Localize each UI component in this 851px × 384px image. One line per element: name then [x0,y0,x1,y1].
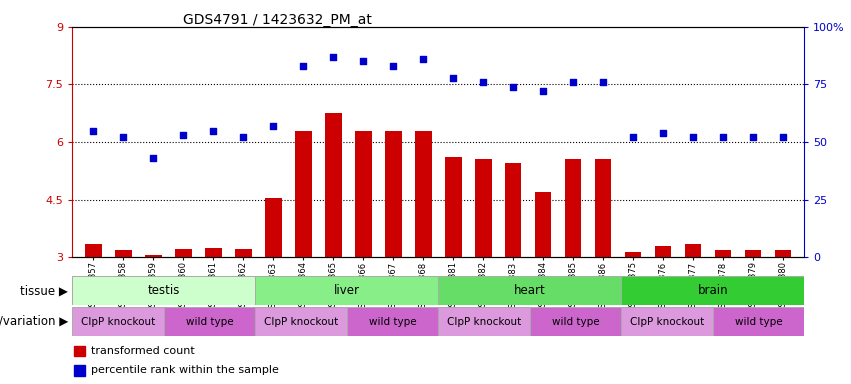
Bar [385,131,402,257]
Bar [74,346,85,356]
Point [237,134,250,141]
Bar [295,131,311,257]
Bar [265,198,282,257]
Text: brain: brain [698,285,728,297]
Bar [415,131,431,257]
Text: ClpP knockout: ClpP knockout [81,316,155,327]
Text: percentile rank within the sample: percentile rank within the sample [90,365,278,375]
Point [477,79,490,85]
Text: wild type: wild type [186,316,233,327]
Bar [655,246,671,257]
Text: GDS4791 / 1423632_PM_at: GDS4791 / 1423632_PM_at [183,13,372,27]
Point [597,79,610,85]
Point [656,130,670,136]
Point [296,63,310,69]
Bar [145,255,162,257]
Text: wild type: wild type [734,316,782,327]
Text: transformed count: transformed count [90,346,194,356]
Bar [505,163,522,257]
Point [687,134,700,141]
Bar [621,307,712,336]
Point [357,58,370,65]
Point [776,134,790,141]
Bar [685,244,701,257]
Bar [438,276,621,305]
Point [386,63,400,69]
Bar [175,249,191,257]
Bar [595,159,612,257]
Point [117,134,130,141]
Text: ClpP knockout: ClpP knockout [264,316,338,327]
Bar [346,307,438,336]
Bar [535,192,551,257]
Point [266,123,280,129]
Point [626,134,640,141]
Text: genotype/variation ▶: genotype/variation ▶ [0,315,68,328]
Point [447,74,460,81]
Text: wild type: wild type [551,316,599,327]
Text: liver: liver [334,285,360,297]
Point [717,134,730,141]
Point [506,84,520,90]
Text: tissue ▶: tissue ▶ [20,285,68,297]
Bar [565,159,581,257]
Bar [325,113,341,257]
Text: wild type: wild type [368,316,416,327]
Text: ClpP knockout: ClpP knockout [630,316,704,327]
Bar [775,250,791,257]
Bar [529,307,621,336]
Bar [72,307,163,336]
Bar [475,159,492,257]
Text: testis: testis [147,285,180,297]
Point [87,127,100,134]
Bar [235,249,252,257]
Bar [438,307,529,336]
Bar [255,307,347,336]
Bar [715,250,732,257]
Bar [621,276,804,305]
Point [416,56,430,62]
Point [327,54,340,60]
Bar [355,131,372,257]
Bar [625,252,642,257]
Bar [85,244,101,257]
Point [567,79,580,85]
Bar [445,157,461,257]
Point [176,132,190,138]
Point [146,155,160,161]
Bar [115,250,132,257]
Bar [205,248,221,257]
Bar [72,276,255,305]
Bar [745,250,762,257]
Bar [163,307,255,336]
Text: heart: heart [514,285,545,297]
Bar [255,276,438,305]
Point [536,88,550,94]
Bar [74,365,85,376]
Point [207,127,220,134]
Text: ClpP knockout: ClpP knockout [447,316,521,327]
Point [746,134,760,141]
Bar [712,307,804,336]
